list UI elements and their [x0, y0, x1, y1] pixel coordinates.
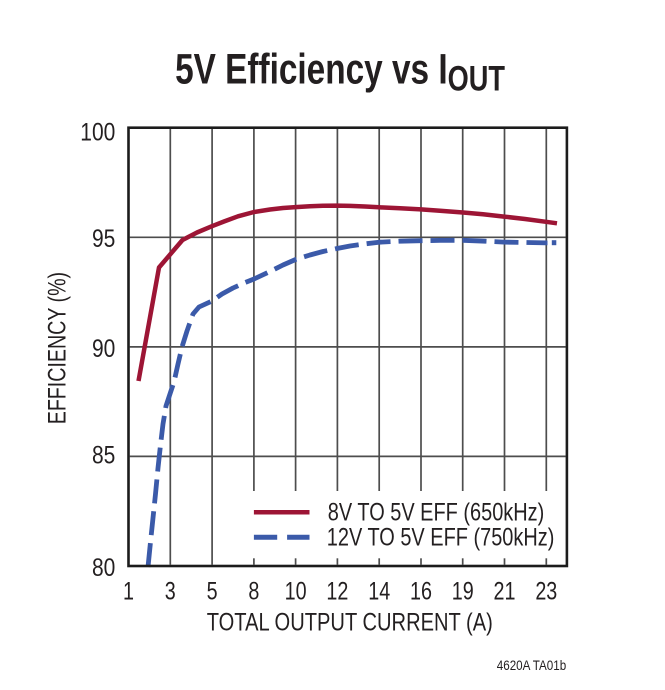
svg-text:16: 16	[410, 577, 432, 605]
svg-text:8V TO 5V EFF (650kHz): 8V TO 5V EFF (650kHz)	[328, 498, 545, 526]
svg-text:90: 90	[92, 334, 115, 362]
svg-text:80: 80	[92, 553, 115, 581]
svg-text:12V TO 5V EFF (750kHz): 12V TO 5V EFF (750kHz)	[327, 523, 555, 551]
svg-text:5V Efficiency vs IOUT: 5V Efficiency vs IOUT	[175, 46, 505, 99]
svg-text:19: 19	[452, 577, 474, 605]
svg-text:4620A TA01b: 4620A TA01b	[497, 657, 566, 673]
svg-text:14: 14	[368, 577, 390, 605]
svg-text:TOTAL OUTPUT CURRENT (A): TOTAL OUTPUT CURRENT (A)	[207, 607, 493, 636]
svg-text:21: 21	[494, 577, 516, 605]
svg-text:5: 5	[207, 577, 218, 605]
svg-text:85: 85	[92, 441, 115, 469]
svg-text:100: 100	[80, 118, 115, 146]
svg-text:1: 1	[123, 577, 134, 605]
svg-text:23: 23	[535, 577, 557, 605]
svg-text:3: 3	[165, 577, 176, 605]
svg-text:8: 8	[248, 577, 259, 605]
svg-text:12: 12	[326, 577, 348, 605]
svg-text:EFFICIENCY (%): EFFICIENCY (%)	[43, 272, 71, 424]
svg-text:10: 10	[285, 577, 307, 605]
svg-text:95: 95	[92, 224, 115, 252]
